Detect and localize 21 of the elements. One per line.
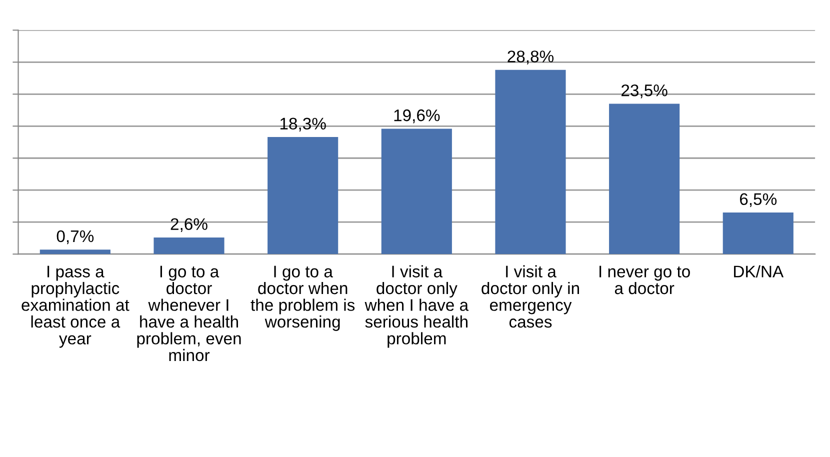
data-label: 19,6% — [394, 109, 440, 124]
data-label: 6,5% — [740, 193, 777, 208]
x-tick-label: I go to a doctor whenever I have a health problem, even minor — [137, 266, 241, 362]
data-label: 2,6% — [170, 218, 208, 232]
x-tick-label: I visit a doctor only when I have a serious health problem — [364, 265, 469, 348]
x-tick-label: DK/NA — [734, 265, 784, 278]
bar — [154, 237, 224, 254]
bar — [268, 137, 338, 254]
data-label: 0,7% — [56, 230, 94, 244]
data-label: 23,5% — [622, 84, 668, 98]
x-tick-label: I pass a prophylactic examination at least once a year — [22, 266, 130, 348]
x-tick-label: I never go to a doctor — [600, 266, 690, 294]
bar — [609, 104, 680, 254]
x-tick-label: I visit a doctor only in emergency cases — [482, 265, 579, 328]
data-label: 28,8% — [508, 50, 554, 64]
bar — [381, 128, 452, 254]
x-tick-label: I go to a doctor when the problem is worsening — [250, 266, 355, 331]
bar — [40, 250, 110, 254]
bar — [722, 212, 794, 254]
bar — [495, 70, 566, 254]
data-label: 18,3% — [280, 118, 326, 132]
